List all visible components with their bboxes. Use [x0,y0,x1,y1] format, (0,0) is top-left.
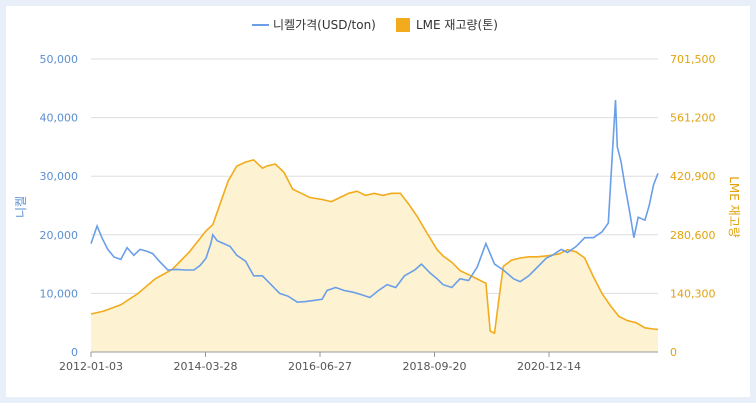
left-tick-label: 40,000 [40,112,79,125]
right-tick-label: 140,300 [670,287,716,300]
left-axis-ticks: 0 10,000 20,000 30,000 40,000 50,000 [40,53,79,359]
x-tick-label: 2020-12-14 [517,360,581,373]
chart-panel: 0 10,000 20,000 30,000 40,000 50,000 0 140,300… [6,6,750,397]
x-tick-label: 2018-09-20 [403,360,467,373]
x-tick-label: 2012-01-03 [59,360,123,373]
right-tick-label: 701,500 [670,53,716,66]
left-tick-label: 50,000 [40,53,79,66]
inventory-area [91,159,658,352]
legend-item-inventory[interactable]: LME 재고량(톤) [396,18,498,32]
chart-svg: 0 10,000 20,000 30,000 40,000 50,000 0 140,300… [14,18,741,373]
right-axis-ticks: 0 140,300 280,600 420,900 561,200 701,500 [670,53,716,359]
nickel-price-line [90,99,659,304]
right-axis-title: LME 재고량 [727,176,741,238]
left-tick-label: 30,000 [40,170,79,183]
right-tick-label: 561,200 [670,112,716,125]
left-axis-title: 니켈 [14,196,28,218]
legend-nickel-label: 니켈가격(USD/ton) [273,18,376,32]
x-axis-ticks: 2012-01-03 2014-03-28 2016-06-27 2018-09-20… [59,352,581,373]
left-tick-label: 10,000 [40,287,79,300]
right-tick-label: 0 [670,346,677,359]
legend-inventory-label: LME 재고량(톤) [416,18,498,32]
left-tick-label: 0 [71,346,78,359]
legend-inventory-swatch [396,18,410,32]
x-tick-label: 2014-03-28 [174,360,238,373]
right-tick-label: 420,900 [670,170,716,183]
x-tick-label: 2016-06-27 [288,360,352,373]
left-tick-label: 20,000 [40,229,79,242]
legend-item-nickel[interactable]: 니켈가격(USD/ton) [252,18,376,32]
legend: 니켈가격(USD/ton) LME 재고량(톤) [252,18,498,32]
right-tick-label: 280,600 [670,229,716,242]
